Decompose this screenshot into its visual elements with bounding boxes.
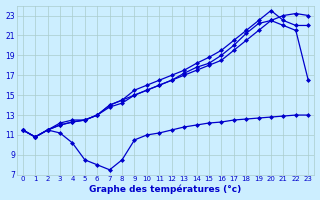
X-axis label: Graphe des températures (°c): Graphe des températures (°c) bbox=[89, 185, 242, 194]
